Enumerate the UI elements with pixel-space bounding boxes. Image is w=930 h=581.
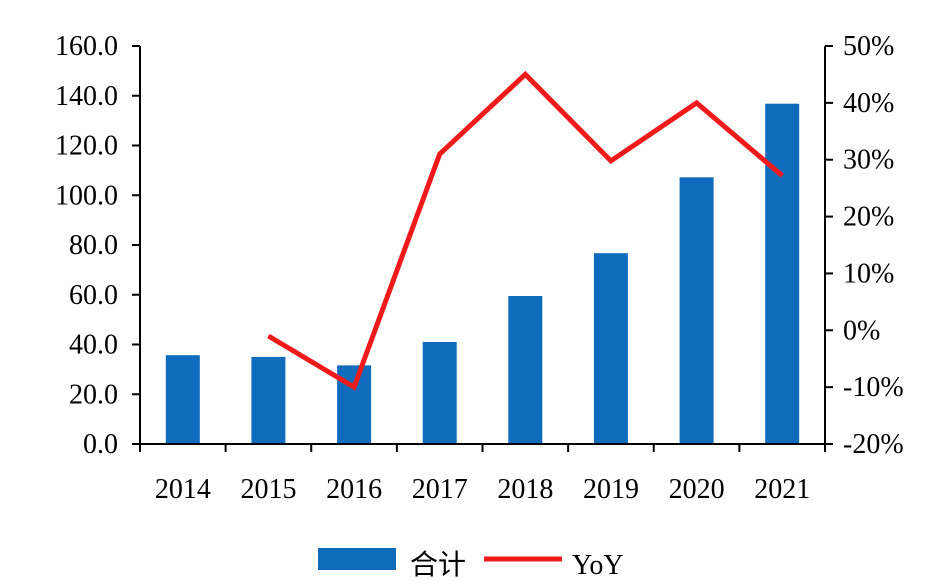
x-tick-label-2019: 2019 [583,474,639,505]
y-left-tick-label: 80.0 [69,230,118,261]
legend: 合计 YoY [318,548,624,581]
bar-series [165,103,800,445]
y-right-tick-label: 50% [843,31,894,62]
y-right-tick-label: 20% [843,202,894,233]
y-left-tick-label: 140.0 [55,81,118,112]
legend-label-bar: 合计 [410,549,466,581]
bar-2020 [679,177,714,445]
y-left-tick-label: 20.0 [69,379,118,410]
x-tick-label-2021: 2021 [754,474,810,505]
x-tick-label-2020: 2020 [669,474,725,505]
x-tick-label-2018: 2018 [497,474,553,505]
x-tick-label-2014: 2014 [155,474,211,505]
bar-2018 [508,296,543,444]
y-left-tick-label: 0.0 [83,429,118,460]
bar-2017 [422,342,457,444]
legend-swatch-bar [318,548,396,570]
yoy-point-2017 [439,153,441,155]
bar-2015 [251,356,286,444]
y-left-tick-label: 120.0 [55,131,118,162]
yoy-point-2018 [524,73,526,75]
y-left-tick-label: 160.0 [55,31,118,62]
y-right-tick-label: 0% [843,315,880,346]
bar-2019 [593,253,628,444]
y-right-tick-label: 40% [843,88,894,119]
bar-2014 [165,355,200,444]
bar-2021 [765,103,800,444]
y-left-tick-label: 100.0 [55,180,118,211]
yoy-point-2016 [353,386,355,388]
y-right-tick-label: 30% [843,145,894,176]
x-tick-label-2015: 2015 [240,474,296,505]
yoy-point-2021 [781,175,783,177]
yoy-point-2015 [267,335,269,337]
yoy-point-2020 [696,102,698,104]
yoy-point-2019 [610,160,612,162]
x-tick-label-2016: 2016 [326,474,382,505]
y-right-tick-label: -10% [843,372,904,403]
legend-label-line: YoY [572,550,624,581]
y-left-tick-label: 60.0 [69,280,118,311]
line-series [267,70,784,391]
y-left-tick-label: 40.0 [69,330,118,361]
x-tick-label-2017: 2017 [412,474,468,505]
y-right-tick-label: -20% [843,429,904,460]
axes: 2014 2015 2016 2017 2018 2019 2020 2021 0.0 20.0 4… [55,31,904,505]
y-right-tick-label: 10% [843,258,894,289]
